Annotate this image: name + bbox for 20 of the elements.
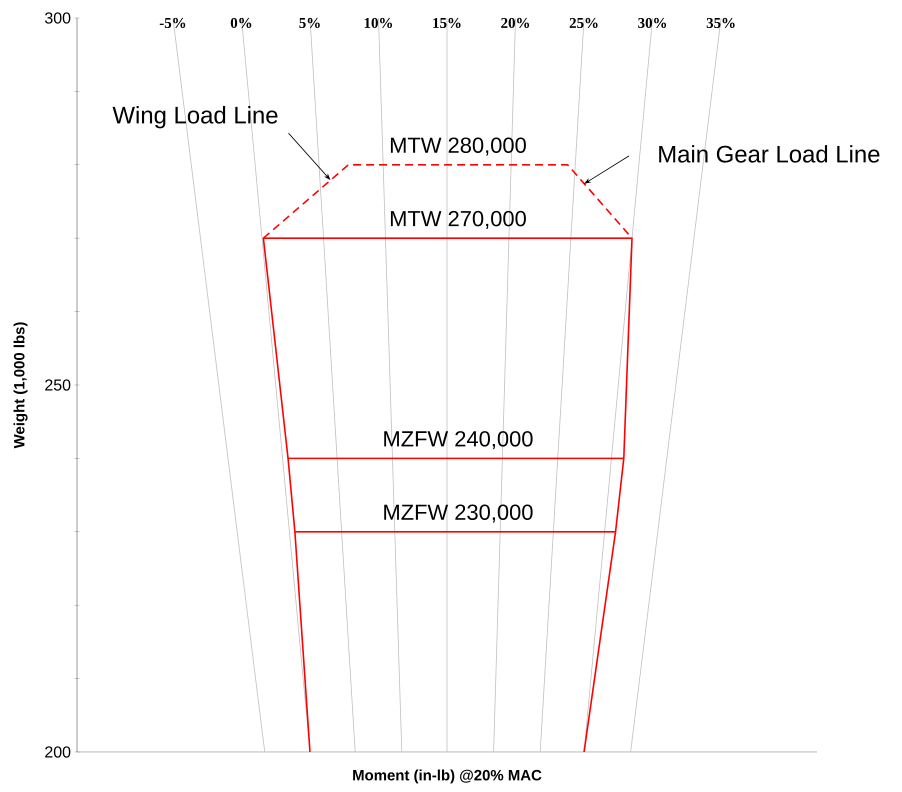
x-axis-title: Moment (in-lb) @20% MAC [353,770,542,784]
x-tick-label: 35% [706,18,735,28]
y-axis-title: Weight (1,000 lbs) [14,322,28,448]
y-tick-label: 250 [45,379,70,391]
x-tick-label: 15% [433,18,461,28]
annotation: MTW 270,000 [390,210,526,229]
x-tick-label: 30% [638,18,666,28]
x-tick-label: -5% [160,18,186,28]
annotation: MZFW 240,000 [384,431,533,450]
x-tick-label: 20% [501,18,530,28]
y-tick-label: 200 [45,746,70,758]
annotation: MZFW 230,000 [384,504,533,523]
y-tick-label: 300 [45,12,70,24]
x-tick-label: 0% [230,18,252,28]
x-tick-label: 25% [570,18,598,28]
annotation: MTW 280,000 [390,137,526,156]
x-tick-label: 10% [364,18,392,28]
x-tick-label: 5% [299,18,320,28]
annotation: Main Gear Load Line [659,145,880,163]
annotation: Wing Load Line [112,106,278,128]
